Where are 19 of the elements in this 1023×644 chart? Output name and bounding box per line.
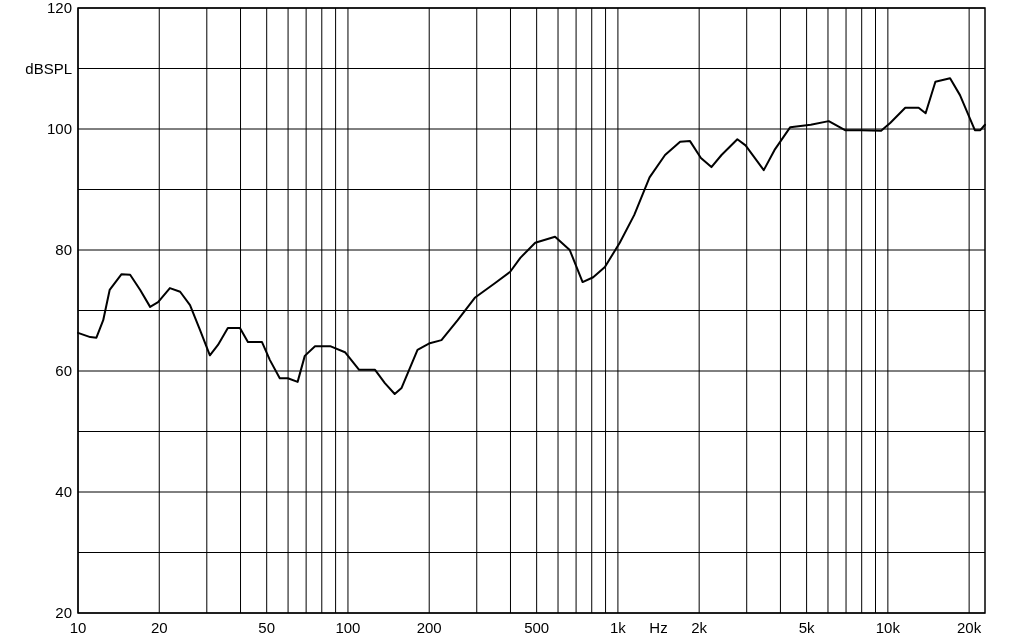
y-tick-label: 20 [55,604,72,622]
x-axis-title: Hz [649,619,668,636]
x-tick-label: 10 [69,619,87,636]
x-tick-label: 100 [335,619,361,636]
y-tick-label: 120 [46,0,72,17]
y-tick-label: 80 [55,241,72,259]
x-tick-label: 20 [150,619,168,636]
y-tick-label: 60 [55,362,72,380]
x-tick-label: 10k [875,619,901,636]
x-tick-label: 50 [258,619,276,636]
x-tick-label: 200 [416,619,442,636]
y-axis-title: dBSPL [25,60,72,77]
x-tick-label: 1k [609,619,627,636]
x-tick-label: 20k [957,619,982,636]
x-tick-label: 5k [798,619,816,636]
x-tick-label: 2k [691,619,708,636]
y-tick-label: 100 [46,120,72,138]
y-tick-label: 40 [55,483,72,501]
x-tick-label: 500 [524,619,550,636]
